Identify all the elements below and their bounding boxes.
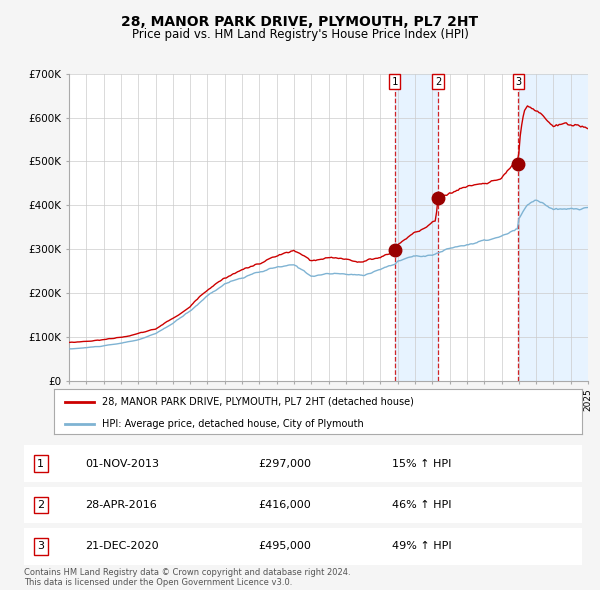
Text: 46% ↑ HPI: 46% ↑ HPI bbox=[392, 500, 452, 510]
Bar bbox=[518, 74, 590, 381]
Text: 01-NOV-2013: 01-NOV-2013 bbox=[85, 459, 160, 468]
Text: 21-DEC-2020: 21-DEC-2020 bbox=[85, 542, 159, 551]
Bar bbox=[395, 74, 438, 381]
Text: 1: 1 bbox=[37, 459, 44, 468]
Text: 49% ↑ HPI: 49% ↑ HPI bbox=[392, 542, 452, 551]
Text: 28, MANOR PARK DRIVE, PLYMOUTH, PL7 2HT (detached house): 28, MANOR PARK DRIVE, PLYMOUTH, PL7 2HT … bbox=[101, 397, 413, 407]
Text: 15% ↑ HPI: 15% ↑ HPI bbox=[392, 459, 452, 468]
Text: 28-APR-2016: 28-APR-2016 bbox=[85, 500, 157, 510]
Text: 1: 1 bbox=[392, 77, 398, 87]
Text: Price paid vs. HM Land Registry's House Price Index (HPI): Price paid vs. HM Land Registry's House … bbox=[131, 28, 469, 41]
Text: Contains HM Land Registry data © Crown copyright and database right 2024.
This d: Contains HM Land Registry data © Crown c… bbox=[24, 568, 350, 587]
Text: £297,000: £297,000 bbox=[259, 459, 311, 468]
Text: 28, MANOR PARK DRIVE, PLYMOUTH, PL7 2HT: 28, MANOR PARK DRIVE, PLYMOUTH, PL7 2HT bbox=[121, 15, 479, 29]
Text: 2: 2 bbox=[37, 500, 44, 510]
Text: 3: 3 bbox=[515, 77, 521, 87]
Text: HPI: Average price, detached house, City of Plymouth: HPI: Average price, detached house, City… bbox=[101, 419, 363, 429]
Text: £416,000: £416,000 bbox=[259, 500, 311, 510]
Text: 2: 2 bbox=[435, 77, 441, 87]
Text: 3: 3 bbox=[37, 542, 44, 551]
Text: £495,000: £495,000 bbox=[259, 542, 311, 551]
